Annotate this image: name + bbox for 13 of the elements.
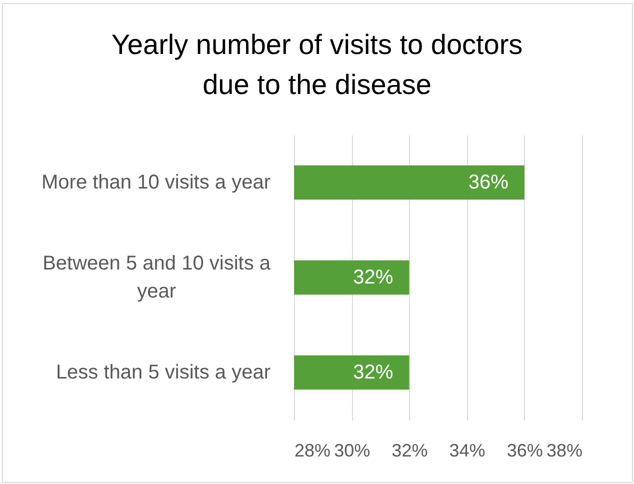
data-label: 32% — [353, 362, 394, 384]
y-tick-label: More than 10 visits a year — [42, 172, 271, 194]
data-label: 32% — [353, 266, 394, 288]
x-tick-label: 34% — [449, 440, 486, 460]
x-tick-label: 38% — [546, 440, 582, 460]
x-tick-label: 28% — [294, 440, 331, 460]
x-tick-label: 32% — [392, 440, 428, 460]
x-tick-label: 30% — [334, 440, 370, 460]
x-tick-label: 36% — [506, 440, 543, 460]
data-label: 36% — [468, 172, 509, 194]
y-tick-label: Between 5 and 10 visits a year — [42, 252, 272, 302]
y-tick-label: Less than 5 visits a year — [56, 362, 271, 384]
chart-title: Yearly number of visits to doctors due to the disease — [111, 29, 523, 100]
